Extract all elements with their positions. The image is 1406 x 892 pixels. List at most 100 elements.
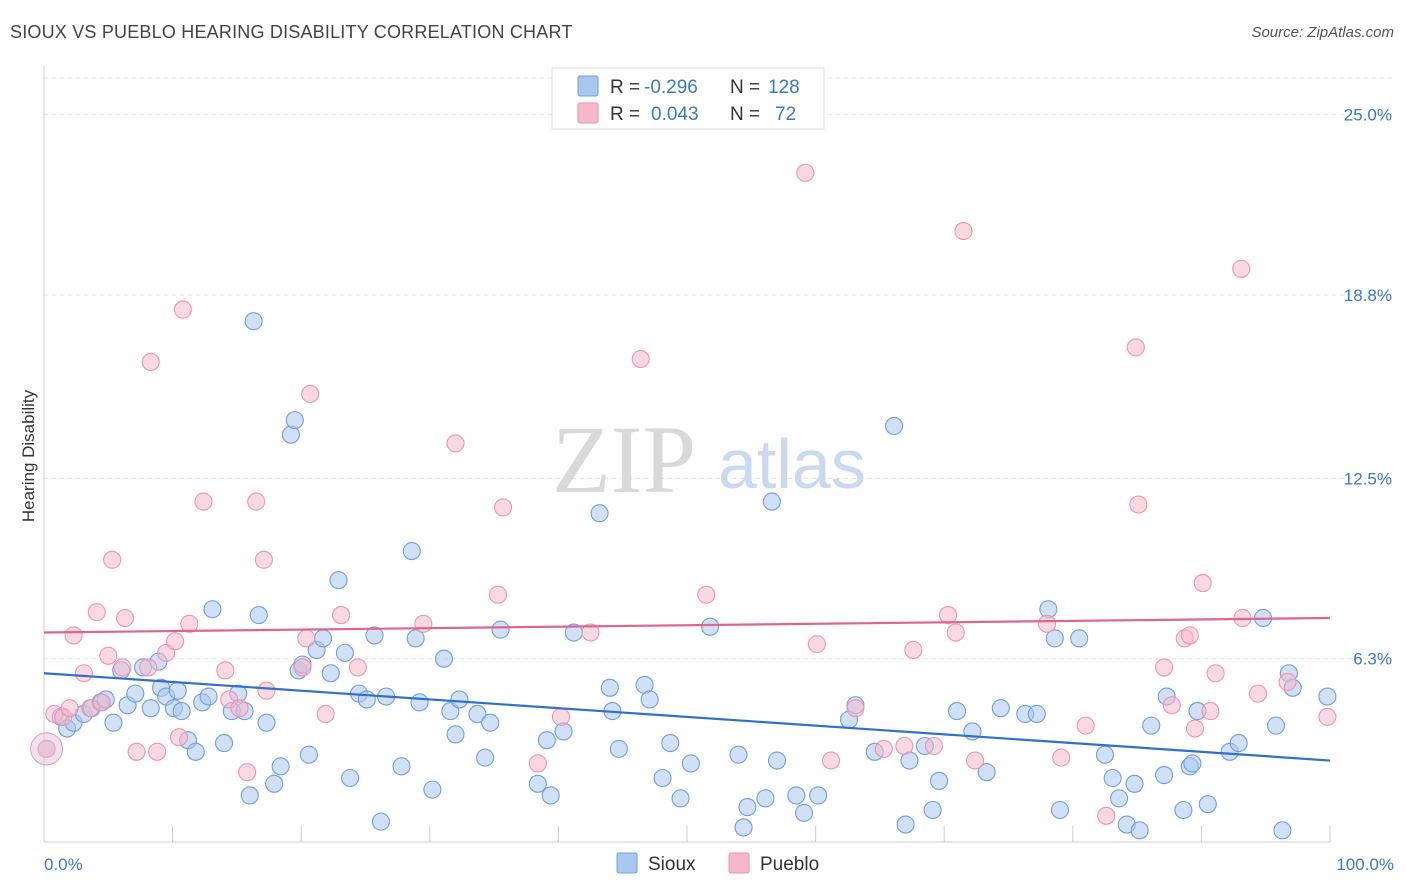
point-sioux [600,678,619,697]
point-pueblo [1201,702,1220,721]
point-pueblo [166,632,185,651]
legend-label-sioux: Sioux [648,854,696,875]
point-pueblo [60,699,79,718]
y-tick-label: 18.8% [1344,286,1392,305]
point-sioux [767,751,787,770]
point-sioux [1155,766,1174,785]
axes [43,66,1331,843]
point-pueblo [301,384,320,403]
legend-swatch-pueblo [577,102,599,124]
legend-series: Sioux Pueblo [616,852,819,875]
watermark-zip: ZIP [552,406,696,513]
point-sioux [392,757,411,776]
point-pueblo [247,492,266,511]
point-sioux [1045,629,1064,648]
point-sioux [762,492,781,511]
point-sioux [738,798,757,817]
point-pueblo [139,658,158,677]
point-pueblo [141,352,160,371]
watermark-atlas: atlas [718,425,866,503]
point-pueblo [1097,806,1116,825]
point-sioux [168,681,187,700]
point-sioux [265,774,284,793]
point-sioux [1110,789,1129,808]
point-sioux [423,780,442,799]
point-sioux [734,818,753,837]
point-pueblo [92,693,111,712]
point-sioux [446,725,465,744]
point-pueblo [807,635,826,654]
point-pueblo [169,728,189,747]
point-pueblo [494,498,513,517]
point-sioux [1095,745,1114,764]
point-pueblo [316,704,335,724]
point-pueblo [216,661,235,680]
point-sioux [1027,704,1046,724]
point-sioux [541,786,560,805]
point-sioux [756,789,775,808]
point-sioux [172,702,191,721]
point-sioux [335,643,354,662]
point-pueblo [551,707,571,726]
tick-labels: 6.3% 12.5% 18.8% 25.0% 0.0% 100.0% [44,106,1394,874]
point-sioux [450,690,469,709]
point-pueblo [1206,664,1225,683]
point-pueblo [99,646,118,665]
point-pueblo [1155,658,1174,677]
trend-line-pueblo [43,616,1331,634]
point-sioux [590,504,609,523]
point-sioux [406,629,425,648]
y-tick-label: 6.3% [1353,650,1392,669]
legend-n-value: 128 [768,77,800,98]
watermark: ZIP atlas [552,406,866,513]
point-sioux [701,617,720,636]
point-sioux [884,416,904,436]
trend-lines [43,616,1331,762]
point-pueblo [1180,626,1199,645]
point-pueblo [1076,716,1095,735]
trend-line-sioux [43,672,1331,762]
legend-r-value: -0.296 [644,77,698,98]
point-sioux [609,739,628,758]
point-sioux [930,771,949,790]
point-sioux [365,626,384,645]
point-sioux [640,690,659,709]
point-sioux [249,606,268,625]
point-pueblo [954,221,973,241]
point-pueblo [127,742,146,761]
point-sioux [203,600,222,619]
point-sioux [314,629,333,648]
point-sioux [244,312,263,331]
point-sioux [321,664,340,683]
point-pueblo [103,550,122,569]
point-pueblo [1129,495,1148,514]
x-tick-label: 100.0% [1336,855,1394,874]
point-pueblo [946,623,965,642]
point-sioux [1174,800,1193,820]
point-pueblo [874,739,893,758]
point-pueblo [257,681,276,700]
point-pueblo [1162,696,1181,715]
point-sioux [141,699,160,718]
point-pueblo [1038,614,1057,633]
point-sioux [896,815,915,834]
point-pueblo [74,664,93,683]
point-sioux [653,768,672,788]
point-pueblo [581,623,600,642]
point-sioux [681,754,700,773]
legend-n-value: 72 [775,104,796,125]
legend-r-label: R = [610,104,640,125]
point-sioux [329,571,348,590]
point-pueblo [1278,672,1297,692]
point-sioux [1198,795,1217,814]
point-cluster [30,732,64,766]
chart-title: SIOUX VS PUEBLO HEARING DISABILITY CORRE… [10,22,573,42]
point-pueblo [180,614,199,633]
point-pueblo [414,614,433,633]
point-sioux [371,812,390,831]
point-sioux [1229,734,1248,753]
point-sioux [1070,629,1089,648]
legend-swatch-sioux [577,75,599,97]
point-pueblo [1318,707,1337,726]
